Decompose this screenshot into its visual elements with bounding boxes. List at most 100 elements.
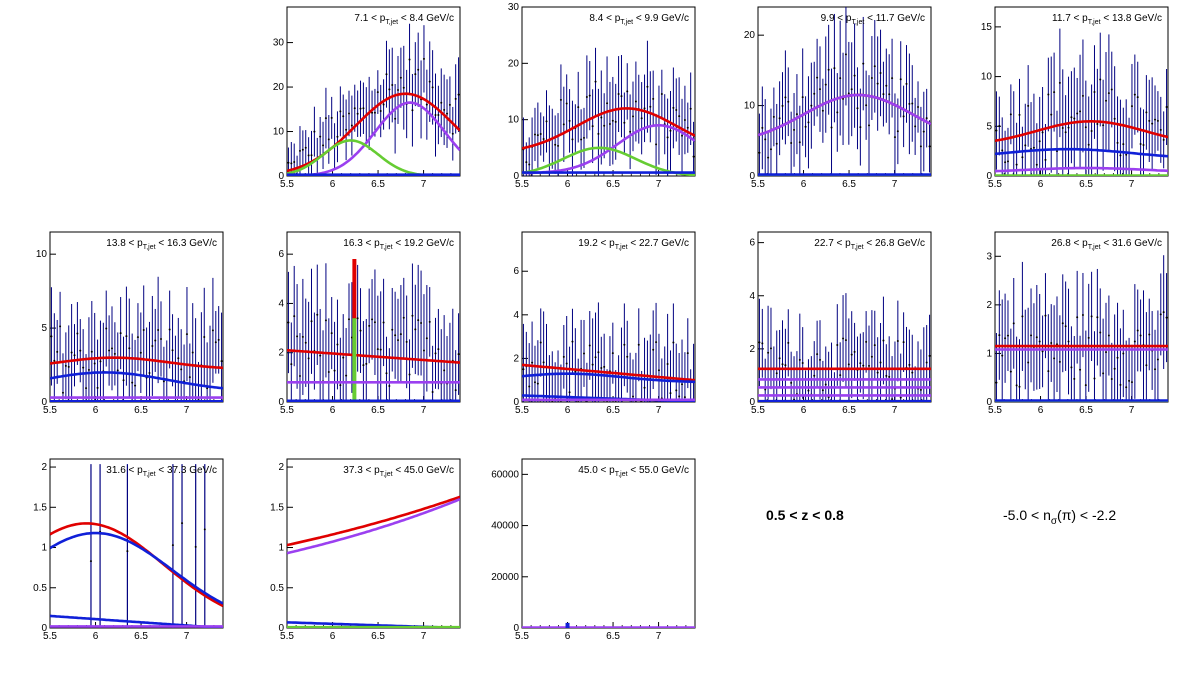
data-point bbox=[1142, 143, 1145, 146]
data-point bbox=[1081, 314, 1084, 317]
x-tick-label: 5.5 bbox=[515, 405, 529, 416]
data-point bbox=[1061, 127, 1064, 130]
data-point bbox=[431, 390, 434, 393]
data-point bbox=[891, 398, 894, 401]
data-point bbox=[1087, 336, 1090, 339]
x-tick-label: 7 bbox=[184, 631, 190, 642]
y-tick-label: 0 bbox=[278, 171, 284, 182]
data-point bbox=[600, 366, 603, 369]
data-point bbox=[1159, 313, 1162, 316]
data-point bbox=[632, 115, 635, 118]
data-point bbox=[876, 371, 879, 374]
data-point bbox=[769, 347, 772, 350]
data-point bbox=[347, 112, 350, 115]
data-point bbox=[813, 92, 816, 95]
data-point bbox=[1079, 110, 1082, 113]
data-point bbox=[391, 84, 394, 87]
data-point bbox=[842, 97, 845, 100]
data-point bbox=[620, 95, 623, 98]
y-tick-label: 20 bbox=[273, 82, 285, 93]
data-point bbox=[1073, 377, 1076, 380]
data-points bbox=[89, 464, 206, 628]
data-point bbox=[1110, 378, 1113, 381]
data-point bbox=[873, 344, 876, 347]
plot-frame bbox=[286, 458, 461, 629]
y-tick-label: 60000 bbox=[491, 469, 519, 480]
data-point bbox=[611, 352, 614, 355]
data-point bbox=[585, 96, 588, 99]
data-point bbox=[925, 117, 928, 120]
panel-label: 7.1 < pT,jet < 8.4 GeV/c bbox=[354, 13, 454, 26]
data-point bbox=[1148, 333, 1151, 336]
x-tick-label: 7 bbox=[421, 179, 427, 190]
data-point bbox=[457, 93, 460, 96]
data-point bbox=[139, 351, 142, 354]
data-point bbox=[655, 341, 658, 344]
data-point bbox=[824, 383, 827, 386]
data-point bbox=[1136, 329, 1139, 332]
data-point bbox=[368, 324, 371, 327]
data-point bbox=[562, 355, 565, 358]
data-point bbox=[405, 340, 408, 343]
fit-curves bbox=[522, 622, 695, 628]
y-tick-label: 0 bbox=[513, 623, 519, 634]
data-point bbox=[194, 545, 197, 548]
x-tick-label: 6 bbox=[801, 179, 807, 190]
data-point bbox=[801, 361, 804, 364]
data-point bbox=[76, 332, 79, 335]
data-point bbox=[203, 335, 206, 338]
data-points bbox=[522, 40, 695, 176]
data-point bbox=[191, 351, 194, 354]
x-tick-label: 5.5 bbox=[280, 179, 294, 190]
data-point bbox=[859, 362, 862, 365]
data-point bbox=[350, 124, 353, 127]
y-tick-label: 0 bbox=[986, 171, 992, 182]
data-point bbox=[1041, 350, 1044, 353]
data-point bbox=[296, 335, 299, 338]
data-point bbox=[1038, 340, 1041, 343]
data-point bbox=[882, 339, 885, 342]
data-point bbox=[1119, 383, 1122, 386]
fit-curves bbox=[995, 344, 1168, 402]
y-tick-label: 0 bbox=[41, 623, 47, 634]
data-point bbox=[853, 350, 856, 353]
data-point bbox=[61, 391, 64, 394]
x-tick-label: 7 bbox=[892, 405, 898, 416]
data-point bbox=[336, 343, 339, 346]
y-tick-label: 10 bbox=[36, 249, 48, 260]
plot-panel: 5.5 6 6.5 7 0 5 10 13.8 < pT,jet < 16.3 GeV/c bbox=[36, 231, 224, 416]
y-tick-label: 20 bbox=[744, 30, 756, 41]
data-point bbox=[301, 335, 304, 338]
data-point bbox=[1038, 140, 1041, 143]
data-point bbox=[64, 364, 67, 367]
data-point bbox=[108, 349, 111, 352]
data-point bbox=[902, 115, 905, 118]
data-point bbox=[1130, 105, 1133, 108]
data-point bbox=[643, 386, 646, 389]
data-point bbox=[356, 112, 359, 115]
data-point bbox=[847, 363, 850, 366]
data-point bbox=[606, 401, 609, 402]
fit-curves bbox=[50, 356, 223, 402]
y-tick-label: 5 bbox=[986, 121, 992, 132]
x-tick-label: 7 bbox=[656, 179, 662, 190]
data-point bbox=[767, 351, 770, 354]
y-tick-label: 20000 bbox=[491, 572, 519, 583]
data-point bbox=[681, 134, 684, 137]
data-point bbox=[655, 143, 658, 146]
y-tick-label: 0.5 bbox=[270, 583, 284, 594]
data-point bbox=[1113, 367, 1116, 370]
data-point bbox=[626, 90, 629, 93]
data-point bbox=[795, 113, 798, 116]
data-point bbox=[171, 544, 174, 547]
data-point bbox=[542, 138, 545, 141]
data-point bbox=[675, 108, 678, 111]
data-point bbox=[557, 144, 560, 147]
plot-panel: 5.5 6 6.5 7 0 10 20 30 7.1 < pT,jet < 8.4 GeV/c bbox=[273, 6, 461, 190]
data-point bbox=[899, 78, 902, 81]
data-point bbox=[1058, 81, 1061, 84]
data-point bbox=[394, 117, 397, 120]
data-point bbox=[922, 130, 925, 133]
x-tick-label: 6 bbox=[330, 405, 336, 416]
data-point bbox=[1015, 384, 1018, 387]
